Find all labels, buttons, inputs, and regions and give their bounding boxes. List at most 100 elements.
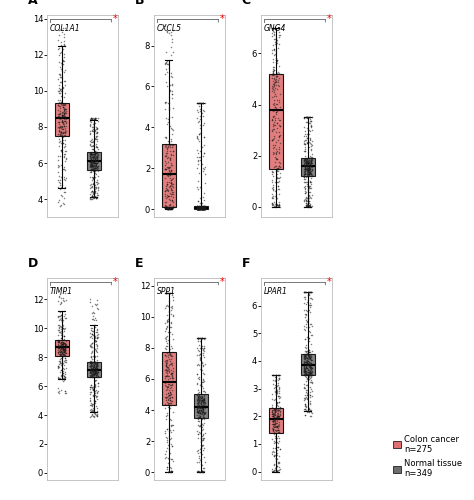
Point <box>88 370 96 378</box>
Point <box>303 364 311 372</box>
Point <box>89 136 96 143</box>
Point <box>56 350 64 358</box>
Point <box>270 80 277 88</box>
Point <box>302 155 310 163</box>
Point <box>88 162 96 170</box>
Point <box>168 362 175 370</box>
Point <box>302 352 310 360</box>
Point <box>58 117 65 125</box>
Point <box>168 402 175 409</box>
Point <box>89 180 97 188</box>
Point <box>197 403 204 411</box>
Point <box>94 410 101 418</box>
Point <box>163 356 171 364</box>
Point <box>273 371 280 379</box>
Point <box>275 392 283 400</box>
Point <box>162 390 169 398</box>
Point <box>307 140 315 148</box>
Point <box>308 294 315 302</box>
Point <box>198 142 205 150</box>
Point <box>270 30 277 38</box>
Point <box>194 134 201 141</box>
Point <box>273 72 281 80</box>
Point <box>61 106 68 114</box>
Point <box>195 398 202 406</box>
Point <box>274 164 282 172</box>
Point <box>301 353 308 361</box>
Point <box>275 458 283 466</box>
Point <box>269 466 277 474</box>
Point <box>168 302 175 310</box>
Point <box>308 155 315 163</box>
Point <box>91 359 98 367</box>
Point <box>168 204 176 212</box>
Point <box>268 408 276 416</box>
Point <box>55 196 62 204</box>
Point <box>306 334 313 342</box>
Point <box>304 406 312 414</box>
Point <box>165 204 173 212</box>
Point <box>275 466 283 474</box>
Point <box>89 326 96 334</box>
Point <box>201 204 208 212</box>
Point <box>303 318 311 326</box>
Point <box>167 318 175 326</box>
Point <box>301 352 309 360</box>
Point <box>169 204 176 212</box>
Point <box>198 205 205 213</box>
Point <box>304 352 312 360</box>
Point <box>268 168 276 175</box>
Point <box>90 412 97 420</box>
Point <box>193 204 201 212</box>
Point <box>62 112 69 120</box>
Point <box>92 337 100 345</box>
Point <box>199 396 207 404</box>
Point <box>169 364 176 372</box>
Point <box>271 406 278 414</box>
Point <box>167 390 174 398</box>
Point <box>166 182 174 190</box>
Point <box>276 444 283 452</box>
Point <box>57 350 64 358</box>
Point <box>301 351 308 359</box>
Point <box>303 334 310 342</box>
Point <box>86 390 93 398</box>
Point <box>56 328 64 336</box>
Point <box>307 364 315 372</box>
Point <box>193 390 201 398</box>
Point <box>200 205 208 213</box>
Point <box>91 358 99 366</box>
Point <box>275 44 283 52</box>
Point <box>301 138 308 145</box>
Point <box>163 318 171 326</box>
Point <box>197 205 205 213</box>
Point <box>301 365 309 373</box>
Point <box>301 384 308 392</box>
Point <box>193 114 201 122</box>
Point <box>301 351 309 359</box>
Point <box>55 363 63 371</box>
Point <box>90 362 98 370</box>
Point <box>306 383 314 391</box>
Point <box>274 136 282 144</box>
Point <box>302 381 310 389</box>
Point <box>305 154 313 162</box>
Point <box>88 162 95 170</box>
Point <box>167 203 174 211</box>
Point <box>163 190 171 198</box>
Point <box>89 392 97 400</box>
Point <box>162 324 170 332</box>
Point <box>166 449 173 457</box>
Point <box>88 176 96 184</box>
Point <box>302 157 310 165</box>
Point <box>163 186 171 194</box>
Point <box>303 361 311 369</box>
Point <box>272 56 280 64</box>
Point <box>306 154 313 162</box>
Point <box>62 386 69 394</box>
Point <box>60 336 68 344</box>
Point <box>307 114 314 122</box>
Point <box>162 198 170 205</box>
Point <box>57 294 64 302</box>
Point <box>303 114 310 122</box>
